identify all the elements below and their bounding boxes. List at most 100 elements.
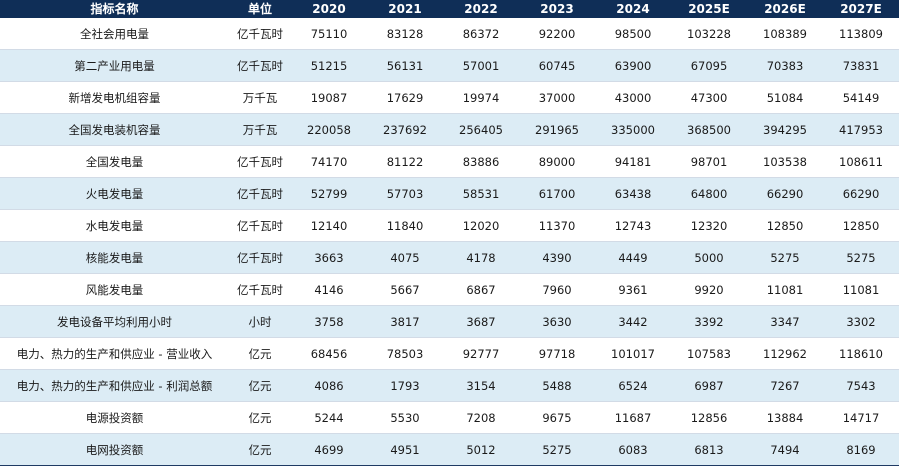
value-cell: 52799 [291,177,367,210]
table-row: 风能发电量 亿千瓦时 4146 5667 6867 7960 9361 9920 11081 11… [0,273,899,306]
value-cell: 11081 [823,273,899,306]
value-cell: 5530 [367,401,443,434]
value-cell: 3687 [443,305,519,338]
value-cell: 64800 [671,177,747,210]
value-cell: 4178 [443,241,519,274]
table-row: 新增发电机组容量 万千瓦 19087 17629 19974 37000 43000 4730… [0,81,899,114]
header-year-2022: 2022 [443,0,519,18]
value-cell: 7208 [443,401,519,434]
value-cell: 83886 [443,145,519,178]
indicator-unit: 亿千瓦时 [229,177,291,210]
table-row: 水电发电量 亿千瓦时 12140 11840 12020 11370 12743 12320 1… [0,209,899,242]
value-cell: 94181 [595,145,671,178]
value-cell: 57001 [443,49,519,82]
value-cell: 51084 [747,81,823,114]
indicator-unit: 亿千瓦时 [229,241,291,274]
value-cell: 4449 [595,241,671,274]
table-row: 发电设备平均利用小时 小时 3758 3817 3687 3630 3442 3392 3347… [0,305,899,338]
value-cell: 61700 [519,177,595,210]
header-year-2025e: 2025E [671,0,747,18]
value-cell: 92200 [519,18,595,50]
value-cell: 368500 [671,113,747,146]
indicator-name: 全国发电量 [0,145,229,178]
value-cell: 118610 [823,337,899,370]
value-cell: 5275 [747,241,823,274]
value-cell: 6524 [595,369,671,402]
value-cell: 3154 [443,369,519,402]
value-cell: 112962 [747,337,823,370]
value-cell: 6987 [671,369,747,402]
indicator-name: 电网投资额 [0,433,229,466]
value-cell: 70383 [747,49,823,82]
value-cell: 108611 [823,145,899,178]
value-cell: 75110 [291,18,367,50]
header-year-2026e: 2026E [747,0,823,18]
table-row: 火电发电量 亿千瓦时 52799 57703 58531 61700 63438 64800 6… [0,177,899,210]
value-cell: 57703 [367,177,443,210]
table-row: 电源投资额 亿元 5244 5530 7208 9675 11687 12856 13884 14… [0,401,899,434]
value-cell: 12320 [671,209,747,242]
value-cell: 68456 [291,337,367,370]
value-cell: 12856 [671,401,747,434]
table-row: 电网投资额 亿元 4699 4951 5012 5275 6083 6813 7494 8169 [0,433,899,466]
value-cell: 81122 [367,145,443,178]
value-cell: 11687 [595,401,671,434]
value-cell: 19974 [443,81,519,114]
value-cell: 5667 [367,273,443,306]
value-cell: 11081 [747,273,823,306]
value-cell: 12743 [595,209,671,242]
value-cell: 17629 [367,81,443,114]
value-cell: 14717 [823,401,899,434]
value-cell: 56131 [367,49,443,82]
value-cell: 4951 [367,433,443,466]
value-cell: 4086 [291,369,367,402]
header-row: 指标名称 单位 2020 2021 2022 2023 2024 2025E 2… [0,0,899,18]
value-cell: 89000 [519,145,595,178]
value-cell: 54149 [823,81,899,114]
value-cell: 6867 [443,273,519,306]
value-cell: 9920 [671,273,747,306]
value-cell: 9361 [595,273,671,306]
value-cell: 12020 [443,209,519,242]
value-cell: 98701 [671,145,747,178]
value-cell: 73831 [823,49,899,82]
value-cell: 291965 [519,113,595,146]
value-cell: 37000 [519,81,595,114]
indicator-name: 水电发电量 [0,209,229,242]
value-cell: 3302 [823,305,899,338]
value-cell: 3758 [291,305,367,338]
value-cell: 78503 [367,337,443,370]
value-cell: 12850 [747,209,823,242]
value-cell: 394295 [747,113,823,146]
value-cell: 103228 [671,18,747,50]
value-cell: 47300 [671,81,747,114]
value-cell: 220058 [291,113,367,146]
value-cell: 63438 [595,177,671,210]
header-year-2020: 2020 [291,0,367,18]
indicator-name: 风能发电量 [0,273,229,306]
indicator-unit: 亿元 [229,337,291,370]
value-cell: 8169 [823,433,899,466]
value-cell: 6083 [595,433,671,466]
value-cell: 58531 [443,177,519,210]
indicator-unit: 亿千瓦时 [229,145,291,178]
value-cell: 92777 [443,337,519,370]
indicator-unit: 万千瓦 [229,113,291,146]
value-cell: 4146 [291,273,367,306]
indicator-name: 全国发电装机容量 [0,113,229,146]
header-unit: 单位 [229,0,291,18]
value-cell: 11840 [367,209,443,242]
value-cell: 11370 [519,209,595,242]
indicator-unit: 亿千瓦时 [229,209,291,242]
value-cell: 83128 [367,18,443,50]
value-cell: 13884 [747,401,823,434]
value-cell: 3630 [519,305,595,338]
table-row: 核能发电量 亿千瓦时 3663 4075 4178 4390 4449 5000 5275 527… [0,241,899,274]
value-cell: 7267 [747,369,823,402]
indicator-name: 火电发电量 [0,177,229,210]
header-indicator: 指标名称 [0,0,229,18]
value-cell: 9675 [519,401,595,434]
value-cell: 7543 [823,369,899,402]
indicator-unit: 亿千瓦时 [229,273,291,306]
